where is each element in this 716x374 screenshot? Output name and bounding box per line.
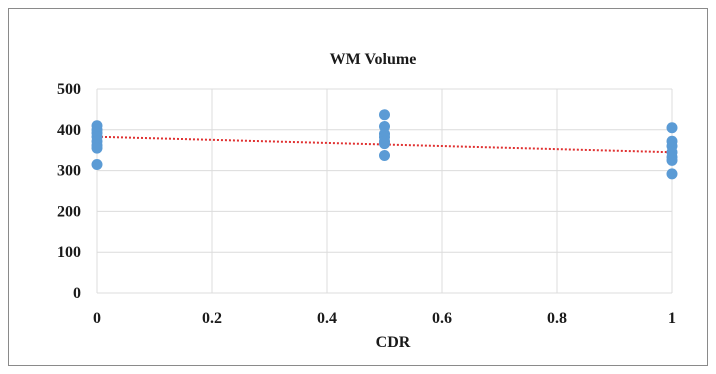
- y-tick-label: 0: [73, 285, 81, 302]
- data-point: [379, 150, 390, 162]
- data-points: [91, 109, 678, 180]
- y-axis-ticks: 0 100 200 300 400 500: [57, 81, 81, 302]
- x-tick-label: 0: [93, 310, 101, 327]
- x-tick-label: 1: [668, 310, 676, 327]
- y-tick-label: 100: [57, 244, 81, 261]
- y-tick-label: 200: [57, 203, 81, 220]
- x-tick-label: 0.4: [317, 310, 337, 327]
- y-tick-label: 300: [57, 163, 81, 180]
- scatter-chart: WM Volume 0 100 200 300 400 500 0 0.2 0.4 0.6 0.8…: [57, 51, 678, 351]
- y-tick-label: 400: [57, 122, 81, 139]
- data-point: [666, 122, 678, 134]
- y-tick-label: 500: [57, 81, 81, 98]
- data-point: [91, 158, 103, 170]
- x-tick-label: 0.6: [432, 310, 452, 327]
- data-point: [379, 109, 390, 121]
- x-tick-label: 0.2: [202, 310, 222, 327]
- x-axis-ticks: 0 0.2 0.4 0.6 0.8 1: [93, 310, 676, 327]
- data-point: [666, 168, 678, 180]
- x-tick-label: 0.8: [547, 310, 567, 327]
- chart-frame: WM Volume 0 100 200 300 400 500 0 0.2 0.4 0.6 0.8…: [8, 8, 708, 366]
- x-axis-title: CDR: [376, 334, 411, 351]
- data-point: [379, 138, 390, 150]
- data-point: [91, 142, 103, 154]
- data-point: [666, 154, 678, 166]
- chart-title: WM Volume: [330, 51, 417, 68]
